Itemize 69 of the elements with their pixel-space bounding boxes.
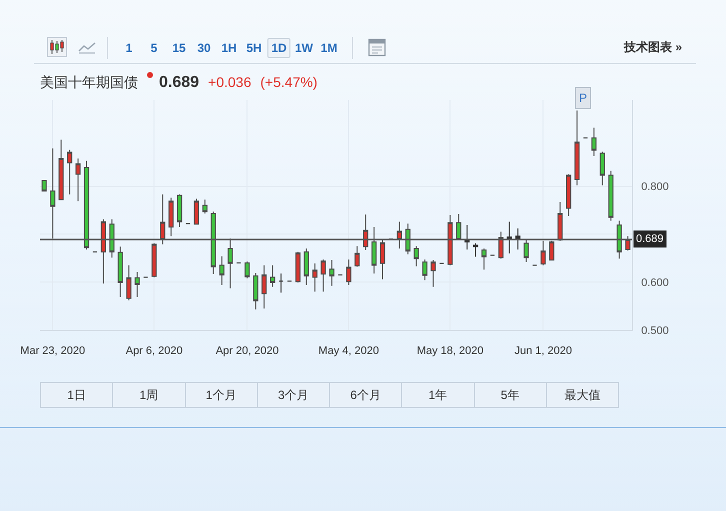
text: 1D [267,38,291,58]
x-tick-label: Mar 23, 2020 [20,345,86,358]
text: 1H [221,40,237,56]
candlestick [194,198,200,225]
candlestick [506,221,512,254]
y-tick-label: 0.500 [641,324,669,337]
x-tick-label: May 18, 2020 [416,345,484,358]
annotation: P [579,91,588,105]
text: 3个月 [258,383,330,407]
text: 1W [295,40,313,56]
candlestick [244,260,250,279]
candlestick [346,259,352,286]
candlestick [591,127,597,157]
text: 1日 [41,383,114,407]
text: 技术图表 » [624,39,682,56]
candlestick [422,259,428,281]
candlestick [58,139,64,200]
text: 6个月 [330,383,402,407]
candlestick [134,272,140,298]
x-tick-label: May 4, 2020 [318,345,379,358]
candlestick [472,242,478,258]
y-tick-label: 0.600 [641,276,669,289]
candlestick [574,110,580,186]
candlestick [354,246,360,268]
text: 1 [126,40,132,56]
y-tick-label: 0.800 [641,181,669,194]
candlestick [430,260,436,288]
candlestick [278,272,284,294]
candlestick [270,264,276,288]
candlestick [67,149,72,195]
candlestick [176,194,182,228]
ref-line-label: 0.689 [636,233,664,245]
text: 1年 [402,383,474,407]
candlestick [312,262,318,292]
text: 5 [150,40,158,56]
candlestick [600,151,605,186]
candlestick [464,224,470,250]
candlestick [414,246,419,267]
candlestick [126,264,132,301]
candlestick [219,256,224,286]
candlestick [329,260,334,286]
text: 1M [320,40,338,56]
candlestick [168,197,174,237]
candlestick [320,259,326,292]
chart-subtitle: 0.689 +0.036 (+5.47%) [159,74,318,92]
candlestick [202,199,208,214]
candlestick [481,248,487,270]
x-tick-label: Jun 1, 2020 [514,345,572,358]
candlestick [118,246,123,298]
x-tick-label: Apr 6, 2020 [126,345,183,358]
candlestick [515,228,520,250]
text: 1个月 [186,383,258,407]
candlestick [152,242,157,278]
candlestick [42,180,47,192]
candlestick [304,248,309,286]
candlestick [295,251,301,284]
x-tick-label: Apr 20, 2020 [216,345,279,358]
candlestick [566,174,572,216]
text: 5H [246,40,262,56]
text: 1周 [113,383,186,407]
candlestick [75,158,81,202]
text: 5年 [474,383,547,407]
text: 30 [197,40,211,56]
candlestick [608,170,614,222]
text: 最大值 [563,387,602,404]
candlestick [262,264,267,309]
chart-title: 美国十年期国债 [40,74,138,92]
candlestick [253,272,258,310]
text: 15 [172,40,186,56]
